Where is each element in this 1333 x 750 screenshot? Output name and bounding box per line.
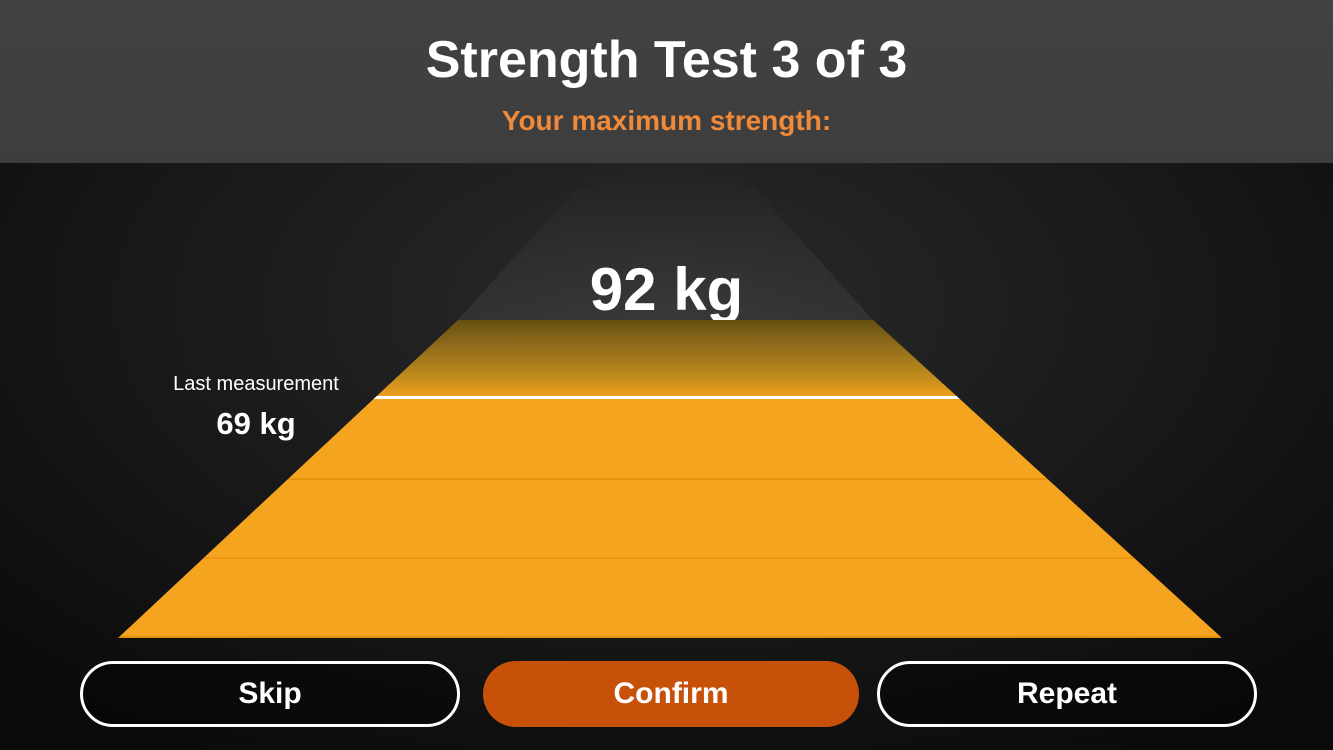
strength-gauge [118, 320, 1222, 638]
header: Strength Test 3 of 3 Your maximum streng… [0, 0, 1333, 163]
gauge-divider-line [118, 478, 1222, 480]
confirm-button[interactable]: Confirm [483, 661, 859, 727]
last-measurement-label: Last measurement [173, 373, 339, 395]
last-measurement-marker-line [118, 396, 1222, 399]
repeat-button[interactable]: Repeat [877, 661, 1257, 727]
main-area: 92 kg Last measurement 69 kg Skip Confir… [0, 163, 1333, 750]
page-title: Strength Test 3 of 3 [425, 31, 908, 89]
last-measurement-caption: Last measurement 69 kg [136, 371, 376, 442]
last-measurement-value: 69 kg [216, 406, 296, 441]
max-strength-value: 92 kg [589, 256, 744, 323]
page-subtitle: Your maximum strength: [501, 105, 832, 136]
gauge-divider-line [118, 557, 1222, 559]
skip-button[interactable]: Skip [80, 661, 460, 727]
